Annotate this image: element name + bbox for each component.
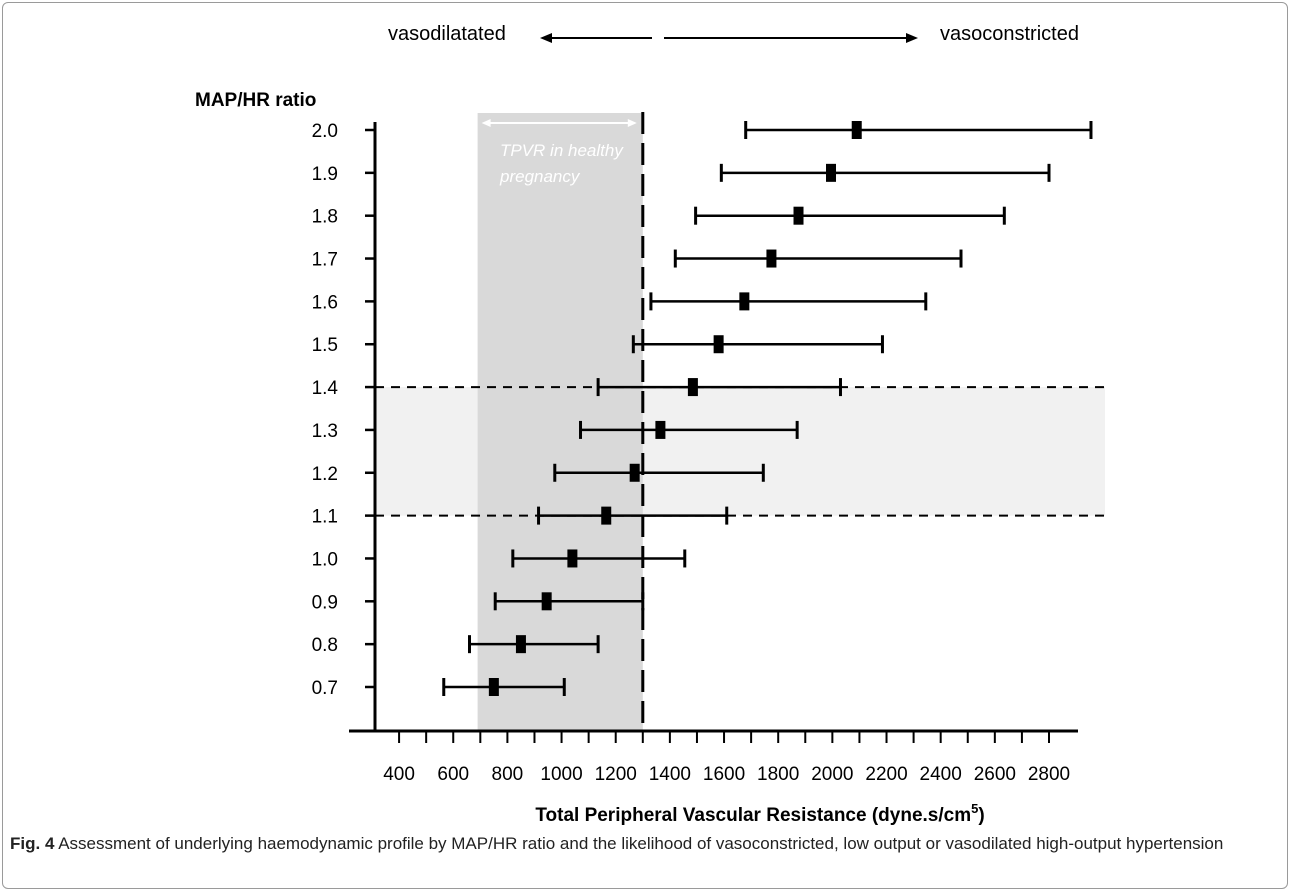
y-tick-label-0.7: 0.7 bbox=[312, 678, 338, 699]
mean-marker bbox=[601, 506, 612, 525]
y-tick-label-0.8: 0.8 bbox=[312, 635, 338, 656]
mean-marker bbox=[766, 249, 777, 268]
healthy-annotation-line-1: TPVR in healthy bbox=[500, 141, 624, 160]
y-tick-label-1.9: 1.9 bbox=[312, 164, 338, 185]
mean-marker bbox=[655, 420, 666, 439]
mean-marker bbox=[687, 378, 698, 397]
y-axis-title: MAP/HR ratio bbox=[195, 90, 316, 111]
x-tick-label-1000: 1000 bbox=[540, 764, 582, 785]
error-bar-1.5 bbox=[631, 335, 884, 354]
healthy-band bbox=[477, 113, 643, 731]
mean-marker bbox=[541, 592, 552, 611]
y-tick-label-0.9: 0.9 bbox=[312, 592, 338, 613]
y-tick-label-1.2: 1.2 bbox=[312, 464, 338, 485]
error-bar-1.1 bbox=[537, 506, 729, 525]
mean-marker bbox=[713, 335, 724, 354]
label-vasodilatated: vasodilatated bbox=[388, 23, 506, 45]
mean-marker bbox=[739, 292, 750, 311]
x-tick-label-2600: 2600 bbox=[974, 764, 1016, 785]
x-tick-label-1200: 1200 bbox=[595, 764, 637, 785]
healthy-arrow-right-head bbox=[627, 119, 637, 127]
mean-marker bbox=[488, 678, 499, 696]
x-tick-label-800: 800 bbox=[492, 764, 524, 785]
arrow-right-head bbox=[906, 33, 918, 43]
y-tick-label-1.0: 1.0 bbox=[312, 549, 338, 570]
mean-marker bbox=[567, 549, 578, 568]
error-bar-1.6 bbox=[649, 292, 928, 311]
y-tick-label-1.3: 1.3 bbox=[312, 421, 338, 442]
y-tick-label-1.5: 1.5 bbox=[312, 335, 338, 356]
chart: 0.7 0.8 0.9 1.0 1.1 1.2 1.3 1.4 1.5 1.6 1.7 1.8 1.9 2… bbox=[195, 23, 1105, 826]
error-bar-0.8 bbox=[467, 635, 600, 654]
x-tick-label-2800: 2800 bbox=[1028, 764, 1070, 785]
caption-text: Assessment of underlying haemodynamic pr… bbox=[54, 834, 1224, 853]
x-axis-title-main: Total Peripheral Vascular Resistance (dy… bbox=[535, 805, 971, 826]
error-bar-2 bbox=[744, 121, 1093, 139]
x-tick-label-1800: 1800 bbox=[757, 764, 799, 785]
x-tick-label-2000: 2000 bbox=[811, 764, 853, 785]
mean-marker bbox=[793, 206, 804, 225]
error-bar-1.3 bbox=[579, 420, 799, 439]
x-axis-title: Total Peripheral Vascular Resistance (dy… bbox=[535, 801, 984, 826]
mean-marker bbox=[851, 121, 862, 139]
y-tick-label-1.6: 1.6 bbox=[312, 292, 338, 313]
label-vasoconstricted: vasoconstricted bbox=[940, 23, 1079, 45]
x-axis-title-tail: ) bbox=[978, 805, 984, 826]
figure-caption: Fig. 4 Assessment of underlying haemodyn… bbox=[10, 832, 1278, 856]
error-bar-1.7 bbox=[673, 249, 963, 268]
arrow-left-head bbox=[540, 33, 552, 43]
y-tick-label-1.7: 1.7 bbox=[312, 250, 338, 271]
error-bar-1.4 bbox=[596, 378, 842, 397]
error-bar-1.2 bbox=[553, 463, 765, 482]
x-tick-label-2200: 2200 bbox=[865, 764, 907, 785]
x-tick-label-600: 600 bbox=[437, 764, 469, 785]
y-tick-label-2.0: 2.0 bbox=[312, 121, 338, 142]
x-tick-label-1400: 1400 bbox=[649, 764, 691, 785]
mean-marker bbox=[629, 463, 640, 482]
error-bar-1.9 bbox=[719, 163, 1051, 182]
y-tick-label-1.8: 1.8 bbox=[312, 207, 338, 228]
mean-marker bbox=[826, 163, 837, 182]
error-bar-1.8 bbox=[694, 206, 1006, 225]
y-tick-label-1.4: 1.4 bbox=[312, 378, 339, 399]
x-tick-label-1600: 1600 bbox=[703, 764, 745, 785]
y-tick-label-1.1: 1.1 bbox=[312, 507, 338, 528]
error-bar-0.9 bbox=[493, 592, 645, 611]
x-tick-label-400: 400 bbox=[383, 764, 415, 785]
healthy-annotation-line-2: pregnancy bbox=[499, 167, 581, 186]
x-tick-label-2400: 2400 bbox=[920, 764, 962, 785]
healthy-arrow-left-head bbox=[481, 119, 491, 127]
x-axis-title-sup: 5 bbox=[971, 801, 978, 816]
error-bar-1 bbox=[511, 549, 687, 568]
error-bar-0.7 bbox=[442, 678, 566, 696]
caption-label: Fig. 4 bbox=[10, 834, 55, 853]
mean-marker bbox=[515, 635, 526, 654]
